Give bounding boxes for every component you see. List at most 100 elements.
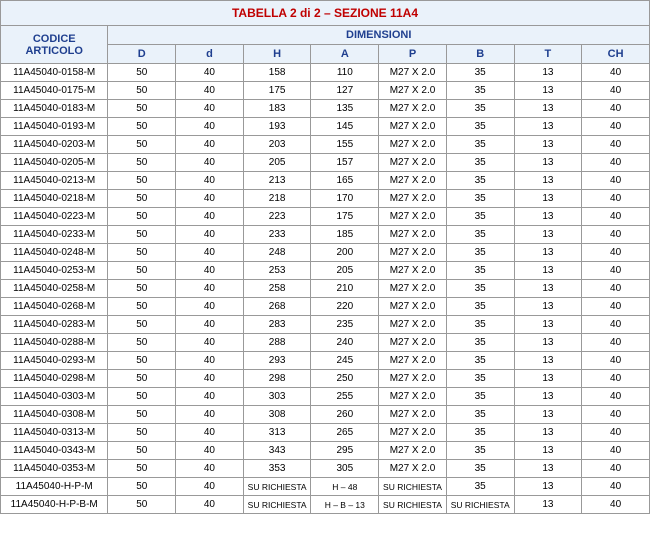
col-header-codice: CODICE ARTICOLO [1,26,108,64]
cell-D: 50 [108,154,176,172]
cell-code: 11A45040-0283-M [1,316,108,334]
cell-B: 35 [446,64,514,82]
cell-d: 40 [176,118,244,136]
cell-D: 50 [108,262,176,280]
cell-d: 40 [176,496,244,514]
cell-T: 13 [514,334,582,352]
cell-A: 205 [311,262,379,280]
cell-d: 40 [176,370,244,388]
cell-P: M27 X 2.0 [379,442,447,460]
cell-code: 11A45040-0353-M [1,460,108,478]
cell-A: 250 [311,370,379,388]
cell-CH: 40 [582,442,650,460]
cell-T: 13 [514,424,582,442]
cell-CH: 40 [582,298,650,316]
cell-code: 11A45040-0313-M [1,424,108,442]
cell-d: 40 [176,172,244,190]
cell-T: 13 [514,226,582,244]
col-header-T: T [514,45,582,64]
cell-H: 248 [243,244,311,262]
cell-H: 303 [243,388,311,406]
table-row: 11A45040-0308-M5040308260M27 X 2.0351340 [1,406,650,424]
cell-A: 135 [311,100,379,118]
cell-B: 35 [446,208,514,226]
cell-code: 11A45040-0298-M [1,370,108,388]
cell-H: 288 [243,334,311,352]
cell-B: 35 [446,136,514,154]
cell-d: 40 [176,424,244,442]
cell-B: 35 [446,280,514,298]
cell-d: 40 [176,478,244,496]
cell-A: 235 [311,316,379,334]
cell-B: 35 [446,298,514,316]
table-row: 11A45040-0158-M5040158110M27 X 2.0351340 [1,64,650,82]
col-header-B: B [446,45,514,64]
cell-A: 265 [311,424,379,442]
cell-T: 13 [514,280,582,298]
cell-A: 155 [311,136,379,154]
table-row: 11A45040-H-P-B-M5040SU RICHIESTAH – B – … [1,496,650,514]
table-row: 11A45040-0343-M5040343295M27 X 2.0351340 [1,442,650,460]
cell-d: 40 [176,388,244,406]
cell-B: 35 [446,442,514,460]
cell-D: 50 [108,100,176,118]
cell-H: 193 [243,118,311,136]
cell-d: 40 [176,100,244,118]
cell-code: 11A45040-0158-M [1,64,108,82]
cell-CH: 40 [582,136,650,154]
col-header-A: A [311,45,379,64]
dimensions-table: TABELLA 2 di 2 – SEZIONE 11A4 CODICE ART… [0,0,650,514]
cell-H: 293 [243,352,311,370]
cell-code: 11A45040-0308-M [1,406,108,424]
cell-A: 165 [311,172,379,190]
cell-T: 13 [514,316,582,334]
cell-D: 50 [108,478,176,496]
cell-D: 50 [108,280,176,298]
cell-CH: 40 [582,100,650,118]
cell-H: 233 [243,226,311,244]
cell-CH: 40 [582,460,650,478]
cell-code: 11A45040-0205-M [1,154,108,172]
cell-d: 40 [176,442,244,460]
cell-code: 11A45040-0218-M [1,190,108,208]
cell-CH: 40 [582,478,650,496]
cell-D: 50 [108,370,176,388]
table-row: 11A45040-0175-M5040175127M27 X 2.0351340 [1,82,650,100]
cell-d: 40 [176,334,244,352]
cell-P: M27 X 2.0 [379,352,447,370]
cell-H: 258 [243,280,311,298]
cell-B: 35 [446,172,514,190]
cell-code: 11A45040-0213-M [1,172,108,190]
cell-B: 35 [446,370,514,388]
cell-P: M27 X 2.0 [379,190,447,208]
table-row: 11A45040-0248-M5040248200M27 X 2.0351340 [1,244,650,262]
cell-A: 185 [311,226,379,244]
cell-H: 203 [243,136,311,154]
cell-H: 313 [243,424,311,442]
cell-P: M27 X 2.0 [379,262,447,280]
cell-P: M27 X 2.0 [379,172,447,190]
cell-P: M27 X 2.0 [379,64,447,82]
cell-D: 50 [108,316,176,334]
col-header-dimensioni: DIMENSIONI [108,26,650,45]
cell-CH: 40 [582,388,650,406]
cell-B: 35 [446,316,514,334]
cell-H: 175 [243,82,311,100]
table-row: 11A45040-H-P-M5040SU RICHIESTAH – 48SU R… [1,478,650,496]
cell-T: 13 [514,100,582,118]
cell-T: 13 [514,406,582,424]
cell-CH: 40 [582,64,650,82]
cell-B: 35 [446,118,514,136]
cell-D: 50 [108,388,176,406]
cell-CH: 40 [582,118,650,136]
cell-T: 13 [514,298,582,316]
cell-P: M27 X 2.0 [379,226,447,244]
cell-T: 13 [514,442,582,460]
cell-H: 183 [243,100,311,118]
cell-CH: 40 [582,82,650,100]
cell-D: 50 [108,64,176,82]
cell-A: 240 [311,334,379,352]
cell-B: 35 [446,334,514,352]
cell-code: 11A45040-0193-M [1,118,108,136]
col-header-d: d [176,45,244,64]
